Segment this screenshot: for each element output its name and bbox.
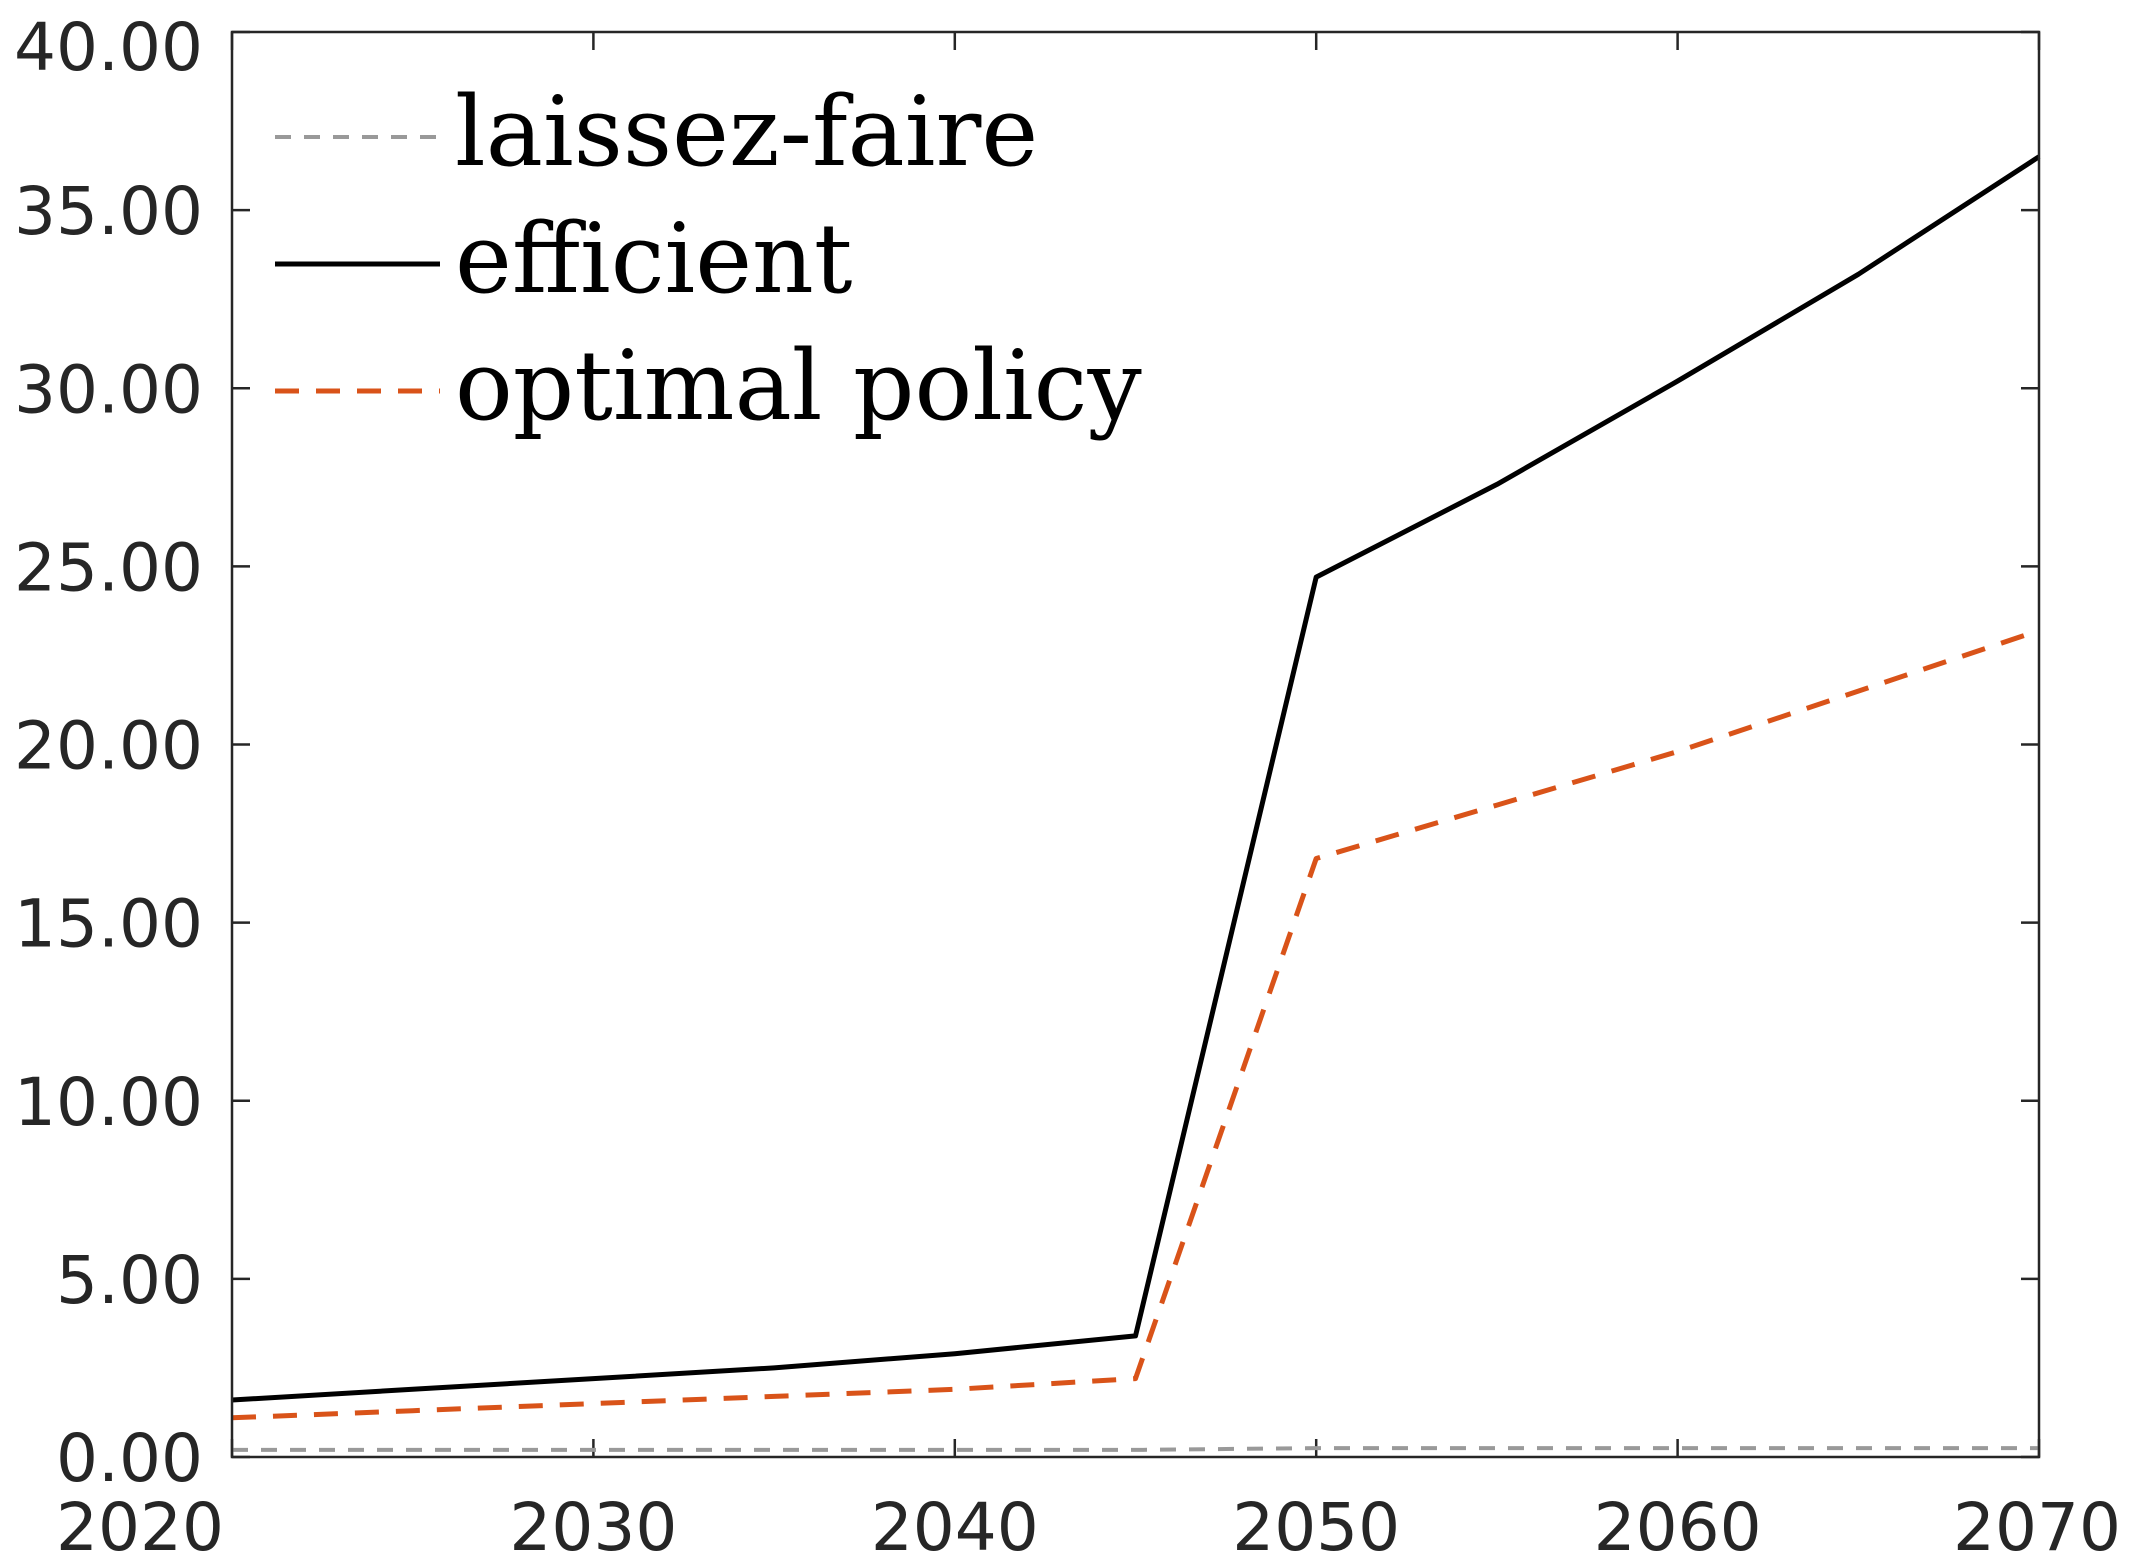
- series-line-laissez-faire: [232, 1446, 2039, 1452]
- x-tick-label: 2050: [1232, 1489, 1400, 1554]
- y-tick-label: 10.00: [14, 1064, 203, 1141]
- legend-label-laissez-faire: laissez-faire: [455, 76, 1038, 188]
- x-tick-label: 2060: [1594, 1489, 1762, 1554]
- x-tick-label: 2040: [871, 1489, 1039, 1554]
- y-tick-label: 25.00: [14, 529, 203, 606]
- legend-label-efficient: efficient: [455, 203, 852, 315]
- plot-frame: [230, 30, 2041, 1459]
- y-tick-label: 0.00: [56, 1420, 203, 1497]
- x-axis-tick-labels: 2020 2030 2040 2050 2060 2070: [56, 1489, 2121, 1554]
- y-tick-label: 40.00: [14, 9, 203, 86]
- legend-label-optimal-policy: optimal policy: [455, 330, 1142, 442]
- y-tick-label: 20.00: [14, 708, 203, 785]
- x-tick-label: 2030: [509, 1489, 677, 1554]
- y-tick-label: 30.00: [14, 351, 203, 428]
- series-line-efficient: [231, 154, 2041, 1403]
- series-line-optimal-policy: [231, 628, 2040, 1421]
- x-tick-label: 2020: [56, 1489, 224, 1554]
- y-tick-label: 35.00: [14, 173, 203, 250]
- legend: laissez-faire efficient optimal policy: [275, 76, 1142, 442]
- series-group: [231, 154, 2041, 1452]
- y-axis-tick-labels: 0.00 5.00 10.00 15.00 20.00 25.00 30.00 35.00 40…: [14, 9, 203, 1497]
- y-tick-label: 15.00: [14, 886, 203, 963]
- y-tick-label: 5.00: [56, 1242, 203, 1319]
- x-tick-label: 2070: [1953, 1489, 2121, 1554]
